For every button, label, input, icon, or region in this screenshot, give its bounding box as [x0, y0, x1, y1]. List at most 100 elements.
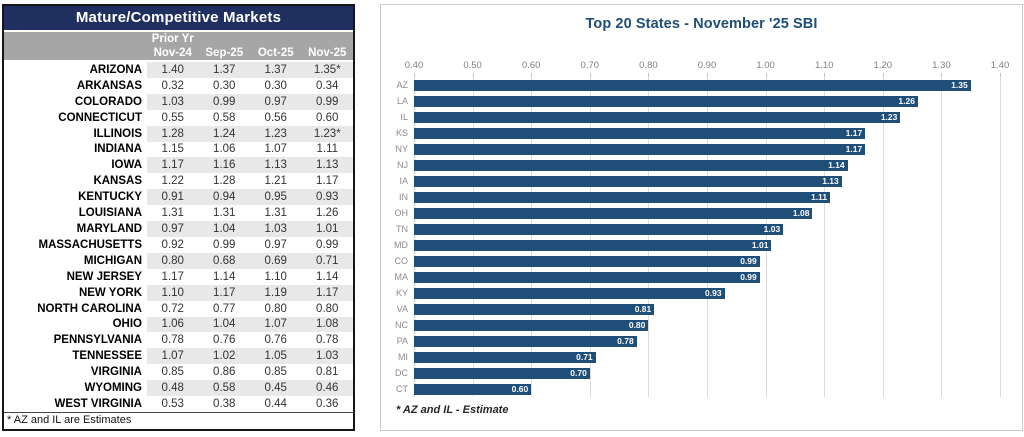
value-cell: 0.36 — [316, 397, 339, 410]
value-cell: 1.10 — [161, 286, 184, 299]
gridline — [648, 77, 650, 397]
state-name-cell: MICHIGAN — [83, 254, 142, 267]
value-cell: 0.86 — [213, 366, 236, 379]
row-values: 0.32 0.30 0.30 0.34 — [147, 78, 353, 94]
row-values: 1.10 1.17 1.19 1.17 — [147, 284, 353, 301]
bar-value-label: 0.71 — [576, 352, 593, 362]
row-values: 1.31 1.31 1.31 1.26 — [147, 205, 353, 221]
value-cell: 0.76 — [264, 334, 287, 347]
gridline — [531, 77, 533, 397]
bar: 1.17 — [414, 127, 866, 139]
bar-category-label: MA — [394, 272, 409, 282]
bar: 1.11 — [414, 191, 831, 203]
row-values: 0.55 0.58 0.56 0.60 — [147, 110, 353, 126]
header-group-cell — [199, 33, 251, 45]
axis-tickmark — [589, 73, 591, 77]
table-row: ILLINOIS 1.28 1.24 1.23 1.23* — [4, 125, 353, 142]
value-cell: 0.44 — [264, 397, 287, 410]
bar-value-label: 0.99 — [740, 256, 757, 266]
value-cell: 1.04 — [213, 223, 236, 236]
bar-value-label: 0.78 — [617, 336, 634, 346]
bar-value-label: 0.70 — [570, 368, 587, 378]
row-values: 1.03 0.99 0.97 0.99 — [147, 93, 353, 110]
bar-track: 0.81 — [414, 303, 1000, 315]
value-cell: 1.23* — [313, 127, 341, 140]
x-axis-tick-label: 1.40 — [990, 60, 1010, 71]
value-cell: 1.37 — [213, 63, 236, 76]
bar-track: 1.13 — [414, 175, 1000, 187]
bar: 0.71 — [414, 351, 596, 363]
value-cell: 1.14 — [213, 270, 236, 283]
table-row: NEW YORK 1.10 1.17 1.19 1.17 — [4, 284, 353, 301]
x-axis-tick-label: 0.60 — [521, 60, 541, 71]
header-group-cell: Prior Yr — [151, 33, 194, 45]
bar-category-label: IL — [400, 112, 408, 122]
bar-row: KY 0.93 — [388, 285, 1000, 301]
state-name-cell: ARIZONA — [89, 63, 142, 76]
table-body: ARIZONA 1.40 1.37 1.37 1.35* ARKANSAS 0.32 0.30… — [4, 62, 353, 412]
bar: 1.08 — [414, 207, 813, 219]
bar-value-label: 1.17 — [845, 144, 863, 154]
gridline — [765, 77, 767, 397]
table-row: ARIZONA 1.40 1.37 1.37 1.35* — [4, 62, 353, 78]
state-name-cell: NEW JERSEY — [66, 270, 142, 283]
bar: 0.70 — [414, 367, 590, 379]
value-cell: 0.71 — [316, 254, 339, 267]
row-values: 1.28 1.24 1.23 1.23* — [147, 125, 353, 142]
bar: 1.01 — [414, 239, 772, 251]
value-cell: 0.91 — [161, 191, 184, 204]
bar-row: IN 1.11 — [388, 189, 1000, 205]
value-cell: 0.92 — [161, 238, 184, 251]
value-cell: 1.15 — [161, 143, 184, 156]
bar-value-label: 1.11 — [810, 192, 828, 202]
bar-track: 1.11 — [414, 191, 1000, 203]
value-cell: 1.21 — [264, 175, 287, 188]
x-axis-tick-label: 0.40 — [404, 60, 424, 71]
bar: 1.23 — [414, 111, 901, 123]
value-cell: 1.16 — [213, 159, 236, 172]
gridline — [1000, 77, 1001, 397]
bar-row: MA 0.99 — [388, 269, 1000, 285]
bar-value-label: 1.13 — [822, 176, 839, 186]
state-name-cell: KANSAS — [93, 175, 142, 188]
bar-category-label: MD — [394, 240, 408, 250]
value-cell: 1.24 — [213, 127, 236, 140]
value-cell: 1.10 — [264, 270, 287, 283]
value-cell: 1.08 — [316, 318, 339, 331]
bar-category-label: TN — [396, 224, 408, 234]
value-cell: 1.07 — [161, 350, 184, 363]
state-name-cell: CONNECTICUT — [58, 111, 142, 124]
bar-category-label: AZ — [396, 80, 408, 90]
bar-value-label: 0.93 — [705, 288, 722, 298]
bar-row: NY 1.17 — [388, 141, 1000, 157]
table-row: WYOMING 0.48 0.58 0.45 0.46 — [4, 380, 353, 397]
header-group-cell — [302, 33, 354, 45]
bar-value-label: 1.35 — [951, 80, 968, 90]
bar-track: 1.14 — [414, 159, 1000, 171]
bar-track: 1.26 — [414, 95, 1000, 107]
bar: 0.78 — [414, 335, 637, 347]
value-cell: 1.07 — [264, 318, 287, 331]
value-cell: 1.28 — [161, 127, 184, 140]
axis-tickmark — [707, 73, 708, 77]
table-row: KENTUCKY 0.91 0.94 0.95 0.93 — [4, 189, 353, 206]
plot-gridlines — [414, 73, 1001, 397]
value-cell: 1.07 — [264, 143, 287, 156]
bar-category-label: IN — [399, 192, 408, 202]
state-name-cell: COLORADO — [74, 95, 142, 108]
value-cell: 0.80 — [161, 254, 184, 267]
row-values: 1.17 1.14 1.10 1.14 — [147, 269, 353, 285]
value-cell: 0.97 — [264, 95, 287, 108]
value-cell: 0.32 — [161, 79, 184, 92]
bar-row: AZ 1.35 — [388, 77, 1000, 93]
bar-value-label: 1.03 — [763, 224, 781, 234]
state-name-cell: INDIANA — [94, 143, 142, 156]
value-cell: 1.13 — [264, 159, 287, 172]
value-cell: 1.31 — [161, 207, 184, 220]
bar-category-label: NJ — [397, 160, 408, 170]
value-cell: 0.85 — [161, 366, 184, 379]
value-cell: 1.28 — [213, 175, 236, 188]
value-cell: 0.99 — [213, 238, 236, 251]
bar-category-label: IA — [399, 176, 408, 186]
value-cell: 1.06 — [161, 318, 184, 331]
